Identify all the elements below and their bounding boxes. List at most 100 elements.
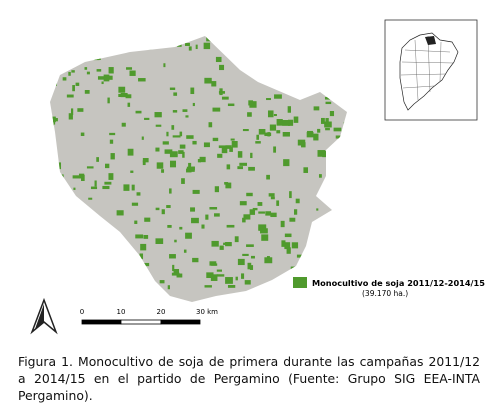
soy-patch [69,40,78,44]
soy-patch [179,131,183,137]
soy-patch [225,277,233,284]
soy-patch [136,192,141,196]
soy-patch [328,266,332,269]
inset-highlight [425,36,436,45]
soy-patch [208,122,213,128]
soy-patch [171,125,175,130]
soy-patch [256,44,261,52]
soy-patch [237,300,244,302]
soy-patch [192,140,197,145]
soy-patch [266,70,272,77]
soy-patch [134,280,140,286]
soy-patch [84,67,88,70]
soy-patch [293,116,299,123]
soy-patch [66,94,74,98]
soy-patch [154,297,158,302]
soy-patch [333,127,342,132]
soy-patch [109,139,114,144]
soy-patch [335,171,341,174]
soy-patch [257,202,263,206]
soy-patch [188,46,192,51]
soy-patch [260,228,268,234]
soy-patch [182,151,185,158]
soy-patch [214,186,220,193]
soy-patch [345,142,347,145]
soy-patch [72,175,81,179]
soy-patch [318,174,322,178]
soy-patch [174,239,177,243]
soy-patch [156,162,164,169]
soy-patch [81,268,85,274]
soy-patch [237,151,243,158]
soy-patch [84,90,90,94]
soy-patch [183,249,187,253]
soy-patch [134,220,138,224]
soy-patch [52,62,58,65]
soy-patch [55,209,64,216]
soy-patch [270,196,275,200]
soy-patch [155,238,164,244]
soy-patch [316,252,322,260]
soy-patch [135,234,144,239]
soy-patch [331,220,336,225]
soy-patch [140,36,146,42]
soy-patch [231,55,237,60]
soy-patch [108,67,114,74]
soy-patch [56,174,64,179]
soy-patch [105,163,110,169]
soy-patch [253,39,259,45]
soy-patch [216,274,225,277]
soy-patch [54,182,60,188]
soy-patch [143,234,149,239]
soy-patch [248,63,254,67]
soy-patch [322,259,329,264]
soy-patch [290,266,297,271]
soy-patch [53,118,58,122]
soy-patch [242,129,249,132]
soy-patch [338,226,343,229]
soy-patch [186,135,194,139]
soy-patch [171,272,180,276]
soy-patch [116,210,124,216]
soy-patch [255,141,261,144]
soy-patch [52,81,57,86]
soy-patch [295,198,300,204]
soy-patch [121,255,129,263]
soy-patch [325,101,332,105]
soy-patch [140,288,147,292]
soy-patch [55,191,61,197]
soy-patch [110,293,113,300]
soy-patch [190,207,196,212]
soy-patch [161,169,165,173]
soy-patch [312,36,318,40]
soy-patch [167,285,170,290]
soy-patch [72,85,75,92]
soy-patch [179,144,186,149]
soy-patch [98,300,106,302]
soy-patch [210,274,218,281]
soy-patch [246,55,252,61]
soy-patch [264,257,273,264]
legend-area: (39.170 ha.) [362,289,408,298]
soy-patch [269,124,277,131]
soy-patch [166,205,171,208]
soy-patch [145,36,153,40]
soy-patch [257,38,263,43]
soy-patch [227,103,235,107]
soy-patch [88,259,92,264]
soy-patch [52,205,60,211]
soy-patch [167,224,172,228]
soy-patch [131,202,139,206]
soy-patch [337,249,344,255]
soy-patch [50,38,56,43]
soy-patch [249,209,256,215]
soy-patch [126,67,133,70]
soy-patch [321,117,325,124]
soy-patch [56,195,64,201]
soy-patch [164,149,173,154]
soy-patch [144,117,150,120]
soy-patch [343,121,347,127]
soy-patch [261,234,269,241]
soy-patch [235,276,238,281]
soy-patch [235,36,244,43]
